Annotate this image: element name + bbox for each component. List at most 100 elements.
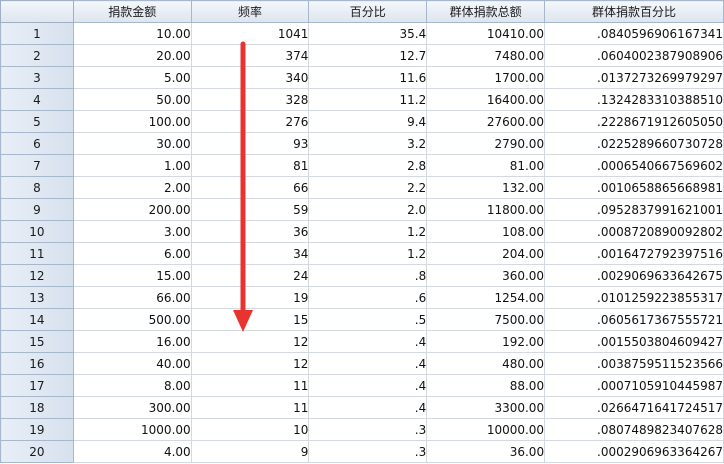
cell-group-share[interactable]: .0029069633642675: [544, 264, 724, 287]
row-header[interactable]: 12: [0, 264, 74, 287]
cell-group-total[interactable]: 132.00: [426, 176, 546, 199]
row-header[interactable]: 18: [0, 396, 74, 419]
cell-frequency[interactable]: 36: [190, 220, 310, 243]
cell-group-total[interactable]: 88.00: [426, 374, 546, 397]
row-header[interactable]: 10: [0, 220, 74, 243]
cell-frequency[interactable]: 1041: [190, 22, 310, 45]
cell-amount[interactable]: 3.00: [72, 220, 192, 243]
cell-group-share[interactable]: .0015503804609427: [544, 330, 724, 353]
cell-group-total[interactable]: 3300.00: [426, 396, 546, 419]
cell-frequency[interactable]: 81: [190, 154, 310, 177]
cell-group-total[interactable]: 10410.00: [426, 22, 546, 45]
row-header[interactable]: 15: [0, 330, 74, 353]
column-header-group-share[interactable]: 群体捐款百分比: [544, 0, 724, 23]
cell-percent[interactable]: .8: [308, 264, 428, 287]
cell-group-share[interactable]: .0002906963364267: [544, 440, 724, 463]
row-header[interactable]: 14: [0, 308, 74, 331]
row-header[interactable]: 6: [0, 132, 74, 155]
cell-group-share[interactable]: .1324283310388510: [544, 88, 724, 111]
cell-frequency[interactable]: 12: [190, 330, 310, 353]
cell-frequency[interactable]: 24: [190, 264, 310, 287]
column-header-amount[interactable]: 捐款金额: [72, 0, 192, 23]
cell-group-share[interactable]: .0101259223855317: [544, 286, 724, 309]
cell-percent[interactable]: .3: [308, 440, 428, 463]
cell-percent[interactable]: 12.7: [308, 44, 428, 67]
cell-group-total[interactable]: 204.00: [426, 242, 546, 265]
cell-frequency[interactable]: 66: [190, 176, 310, 199]
cell-percent[interactable]: 35.4: [308, 22, 428, 45]
cell-frequency[interactable]: 93: [190, 132, 310, 155]
cell-percent[interactable]: 9.4: [308, 110, 428, 133]
cell-frequency[interactable]: 328: [190, 88, 310, 111]
cell-percent[interactable]: .4: [308, 396, 428, 419]
cell-amount[interactable]: 5.00: [72, 66, 192, 89]
row-header[interactable]: 7: [0, 154, 74, 177]
row-header[interactable]: 11: [0, 242, 74, 265]
cell-percent[interactable]: 2.2: [308, 176, 428, 199]
cell-group-total[interactable]: 1254.00: [426, 286, 546, 309]
cell-frequency[interactable]: 276: [190, 110, 310, 133]
cell-amount[interactable]: 1.00: [72, 154, 192, 177]
cell-frequency[interactable]: 340: [190, 66, 310, 89]
cell-amount[interactable]: 40.00: [72, 352, 192, 375]
column-header-frequency[interactable]: 频率: [190, 0, 310, 23]
cell-group-share[interactable]: .0137273269979297: [544, 66, 724, 89]
row-header[interactable]: 9: [0, 198, 74, 221]
row-header[interactable]: 2: [0, 44, 74, 67]
cell-frequency[interactable]: 34: [190, 242, 310, 265]
row-header[interactable]: 3: [0, 66, 74, 89]
cell-amount[interactable]: 10.00: [72, 22, 192, 45]
cell-group-share[interactable]: .0008720890092802: [544, 220, 724, 243]
cell-amount[interactable]: 4.00: [72, 440, 192, 463]
cell-percent[interactable]: 11.2: [308, 88, 428, 111]
row-header[interactable]: 20: [0, 440, 74, 463]
cell-amount[interactable]: 200.00: [72, 198, 192, 221]
cell-percent[interactable]: .3: [308, 418, 428, 441]
cell-group-share[interactable]: .0038759511523566: [544, 352, 724, 375]
cell-percent[interactable]: .4: [308, 330, 428, 353]
cell-percent[interactable]: .5: [308, 308, 428, 331]
column-header-percent[interactable]: 百分比: [308, 0, 428, 23]
cell-amount[interactable]: 20.00: [72, 44, 192, 67]
cell-amount[interactable]: 8.00: [72, 374, 192, 397]
cell-frequency[interactable]: 374: [190, 44, 310, 67]
row-header[interactable]: 1: [0, 22, 74, 45]
column-header-group-total[interactable]: 群体捐款总额: [426, 0, 546, 23]
cell-frequency[interactable]: 59: [190, 198, 310, 221]
cell-group-total[interactable]: 16400.00: [426, 88, 546, 111]
row-header[interactable]: 5: [0, 110, 74, 133]
cell-group-share[interactable]: .0840596906167341: [544, 22, 724, 45]
cell-amount[interactable]: 30.00: [72, 132, 192, 155]
cell-amount[interactable]: 500.00: [72, 308, 192, 331]
cell-group-total[interactable]: 480.00: [426, 352, 546, 375]
cell-group-total[interactable]: 1700.00: [426, 66, 546, 89]
cell-frequency[interactable]: 19: [190, 286, 310, 309]
row-header[interactable]: 19: [0, 418, 74, 441]
cell-group-total[interactable]: 108.00: [426, 220, 546, 243]
cell-percent[interactable]: .4: [308, 374, 428, 397]
cell-percent[interactable]: 1.2: [308, 242, 428, 265]
corner-cell[interactable]: [0, 0, 74, 23]
cell-amount[interactable]: 2.00: [72, 176, 192, 199]
cell-group-total[interactable]: 192.00: [426, 330, 546, 353]
cell-group-share[interactable]: .0604002387908906: [544, 44, 724, 67]
cell-frequency[interactable]: 11: [190, 374, 310, 397]
cell-percent[interactable]: 2.0: [308, 198, 428, 221]
cell-amount[interactable]: 66.00: [72, 286, 192, 309]
cell-amount[interactable]: 100.00: [72, 110, 192, 133]
cell-frequency[interactable]: 11: [190, 396, 310, 419]
cell-group-share[interactable]: .2228671912605050: [544, 110, 724, 133]
cell-percent[interactable]: 1.2: [308, 220, 428, 243]
cell-group-share[interactable]: .0807489823407628: [544, 418, 724, 441]
row-header[interactable]: 13: [0, 286, 74, 309]
cell-amount[interactable]: 300.00: [72, 396, 192, 419]
cell-group-total[interactable]: 36.00: [426, 440, 546, 463]
cell-percent[interactable]: .6: [308, 286, 428, 309]
cell-frequency[interactable]: 10: [190, 418, 310, 441]
cell-amount[interactable]: 16.00: [72, 330, 192, 353]
cell-frequency[interactable]: 9: [190, 440, 310, 463]
cell-group-share[interactable]: .0016472792397516: [544, 242, 724, 265]
cell-group-total[interactable]: 81.00: [426, 154, 546, 177]
cell-group-total[interactable]: 360.00: [426, 264, 546, 287]
cell-group-share[interactable]: .0266471641724517: [544, 396, 724, 419]
